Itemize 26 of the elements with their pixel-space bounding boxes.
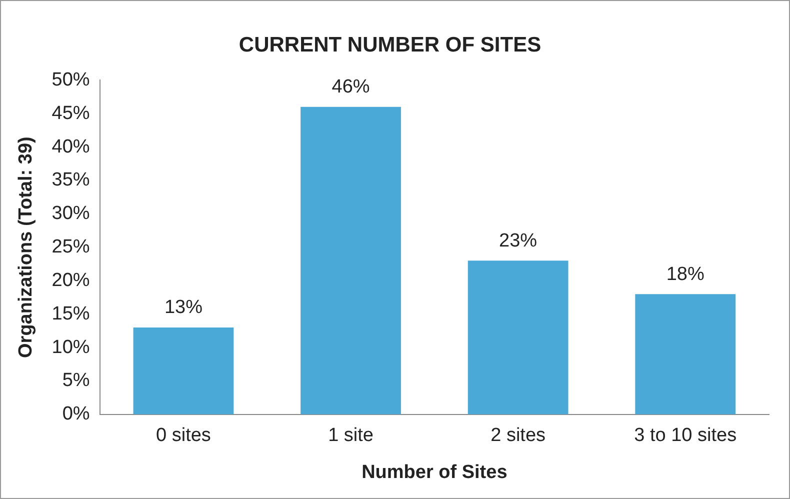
data-label: 18% [666,264,704,285]
data-label: 23% [499,230,538,252]
y-tick-label: 50% [52,69,90,90]
y-tick-label: 35% [52,170,90,191]
bar [133,328,234,414]
x-tick-label: 0 sites [156,425,211,446]
bar [635,294,736,414]
y-tick-label: 40% [52,136,90,158]
bar [468,260,568,414]
y-tick-label: 25% [52,236,90,258]
data-label: 46% [332,76,370,98]
y-tick-label: 5% [62,370,90,392]
y-tick-label: 30% [52,203,90,224]
y-tick-label: 15% [52,303,90,324]
y-tick-label: 20% [52,270,90,291]
data-label: 13% [164,297,203,318]
x-tick-label: 2 sites [490,425,546,446]
x-axis-title: Number of Sites [362,462,508,483]
y-tick-label: 0% [62,404,90,425]
y-tick-label: 10% [52,336,90,358]
chart-title: CURRENT NUMBER OF SITES [238,33,542,56]
x-tick-label: 3 to 10 sites [634,425,737,446]
x-tick-label: 1 site [328,425,374,446]
y-axis-title: Organizations (Total: 39) [16,136,37,358]
bar [300,106,401,414]
y-tick-label: 45% [52,102,90,124]
